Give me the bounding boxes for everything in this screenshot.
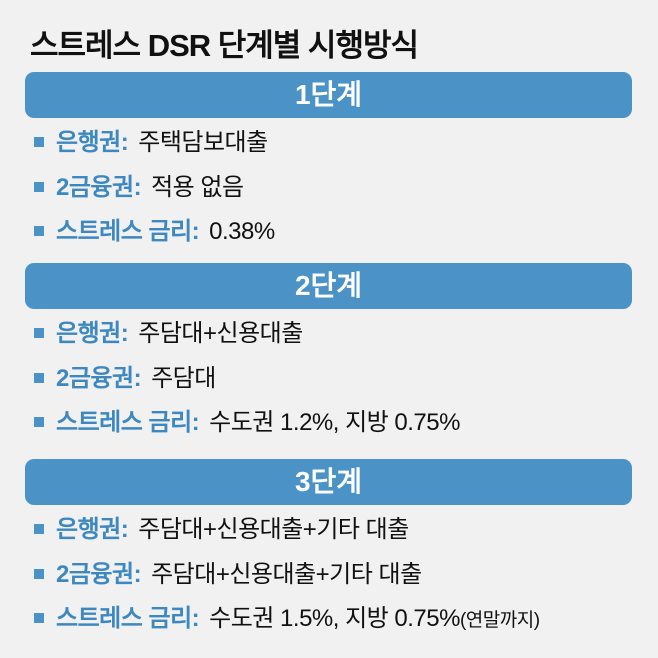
- list-item: 2금융권: 적용 없음: [34, 171, 244, 205]
- list-item: 스트레스 금리: 수도권 1.5%, 지방 0.75%(연말까지): [34, 602, 540, 636]
- bullet: [34, 372, 44, 383]
- section-header: 3단계: [25, 459, 632, 505]
- item-label: 2금융권:: [56, 365, 142, 392]
- item-label: 스트레스 금리:: [56, 605, 200, 632]
- item-label: 스트레스 금리:: [56, 409, 200, 436]
- item-label: 은행권:: [56, 320, 129, 347]
- list-item: 은행권: 주담대+신용대출: [34, 317, 303, 351]
- item-label: 은행권:: [56, 129, 129, 156]
- item-text: 주담대: [151, 365, 216, 392]
- item-text: 주담대+신용대출+기타 대출: [138, 516, 409, 543]
- bullet: [34, 523, 44, 534]
- item-text: 주담대+신용대출+기타 대출: [151, 561, 422, 588]
- item-label: 은행권:: [56, 516, 129, 543]
- title: 스트레스 DSR 단계별 시행방식: [30, 28, 419, 63]
- item-note: (연말까지): [459, 610, 540, 631]
- item-text: 적용 없음: [151, 174, 244, 201]
- item-text: 수도권 1.2%, 지방 0.75%: [209, 409, 460, 436]
- item-text: 주택담보대출: [138, 129, 268, 156]
- list-item: 2금융권: 주담대: [34, 362, 216, 396]
- section-header: 2단계: [25, 263, 632, 309]
- bullet: [34, 181, 44, 192]
- bullet: [34, 136, 44, 147]
- bullet: [34, 612, 44, 623]
- list-item: 2금융권: 주담대+신용대출+기타 대출: [34, 558, 422, 592]
- list-item: 은행권: 주담대+신용대출+기타 대출: [34, 513, 409, 547]
- item-label: 2금융권:: [56, 561, 142, 588]
- bullet: [34, 327, 44, 338]
- bullet: [34, 416, 44, 427]
- bullet: [34, 225, 44, 236]
- list-item: 스트레스 금리: 수도권 1.2%, 지방 0.75%: [34, 406, 460, 440]
- list-item: 스트레스 금리: 0.38%: [34, 215, 275, 249]
- section-header: 1단계: [25, 72, 632, 118]
- item-label: 스트레스 금리:: [56, 218, 200, 245]
- list-item: 은행권: 주택담보대출: [34, 126, 268, 160]
- item-text: 수도권 1.5%, 지방 0.75%: [209, 605, 460, 632]
- item-text: 0.38%: [209, 218, 275, 245]
- bullet: [34, 568, 44, 579]
- item-label: 2금융권:: [56, 174, 142, 201]
- item-text: 주담대+신용대출: [138, 320, 303, 347]
